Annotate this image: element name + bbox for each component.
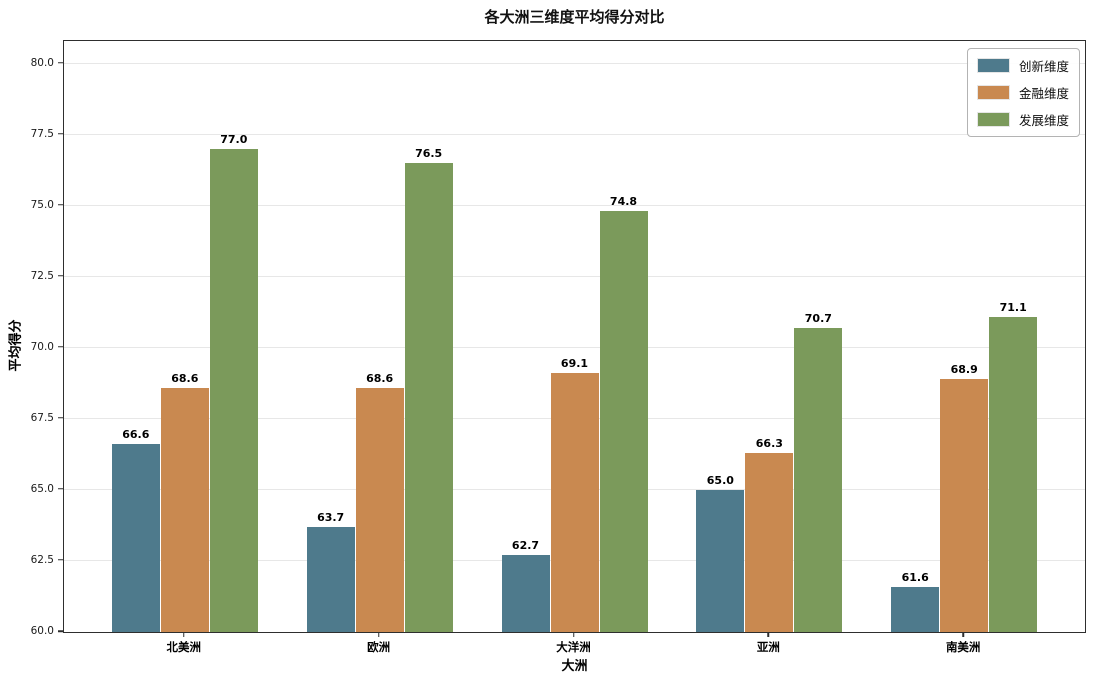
legend-swatch-icon [976,112,1010,127]
y-tick-mark [58,630,63,632]
x-tick-label-大洋洲: 大洋洲 [556,640,591,654]
legend-label: 创新维度 [1018,59,1069,74]
bar-创新维度-亚洲 [696,489,745,632]
x-tick-label-南美洲: 南美洲 [945,640,981,654]
bar-创新维度-北美洲 [111,444,160,632]
plot-area: 66.6 68.6 77.0 63.7 68.6 76.5 62.7 69.1 74.8 65.0… [63,40,1086,633]
bar-value-label: 66.6 [122,428,150,442]
x-tick-mark [767,633,770,637]
y-tick-label: 80.0 [30,56,54,69]
y-tick-label: 75.0 [30,198,54,211]
x-tick-label-北美洲: 北美洲 [166,640,202,654]
bar-金融维度-大洋洲 [550,373,599,632]
bar-value-label: 77.0 [220,132,248,146]
bar-value-label: 62.7 [511,539,540,553]
bar-value-label: 66.3 [755,437,783,450]
bar-value-label: 68.6 [171,371,199,385]
bar-value-label: 71.1 [999,300,1027,314]
bar-发展维度-北美洲 [209,148,258,632]
x-tick-mark [183,633,185,637]
y-tick-mark [58,559,63,561]
bar-金融维度-亚洲 [745,453,794,632]
bar-value-label: 63.7 [317,510,345,524]
y-tick-label: 70.0 [30,340,54,353]
bar-发展维度-亚洲 [794,327,843,632]
y-tick-label: 65.0 [30,482,54,495]
bar-创新维度-南美洲 [891,586,940,632]
y-tick-label: 62.5 [30,553,54,566]
y-tick-mark [58,133,63,135]
bar-value-label: 76.5 [415,147,443,161]
bar-value-label: 69.1 [560,357,589,371]
x-tick-label-亚洲: 亚洲 [756,640,780,654]
y-tick-label: 77.5 [30,127,54,140]
bar-value-label: 68.6 [366,371,394,385]
gridline [64,205,1085,207]
gridline [64,134,1085,136]
bar-创新维度-欧洲 [306,526,355,632]
bar-金融维度-欧洲 [355,387,404,632]
bar-发展维度-南美洲 [989,316,1038,632]
bar-value-label: 70.7 [804,311,832,325]
y-tick-mark [58,417,63,419]
bar-金融维度-北美洲 [160,387,209,632]
x-tick-mark [572,633,575,637]
y-tick-mark [58,488,63,490]
legend-item-金融维度: 金融维度 [976,83,1069,102]
bar-value-label: 61.6 [901,570,929,584]
legend: 创新维度金融维度发展维度 [966,48,1080,137]
bar-value-label: 65.0 [706,473,734,487]
legend-swatch-icon [976,85,1010,100]
bar-发展维度-欧洲 [404,163,453,632]
y-tick-mark [58,204,63,206]
x-tick-label-欧洲: 欧洲 [367,640,391,654]
legend-item-发展维度: 发展维度 [976,110,1069,129]
x-tick-mark [377,633,380,637]
x-axis-label: 大洲 [561,659,588,674]
gridline [64,63,1085,65]
bar-金融维度-南美洲 [940,379,989,632]
gridline [64,347,1085,349]
bar-创新维度-大洋洲 [501,555,550,632]
x-tick-mark [962,633,964,637]
gridline [64,276,1085,278]
legend-item-创新维度: 创新维度 [976,56,1069,75]
legend-label: 金融维度 [1018,86,1069,101]
y-tick-label: 72.5 [30,269,54,282]
chart-title: 各大洲三维度平均得分对比 [484,8,665,26]
legend-swatch-icon [976,58,1010,73]
bar-发展维度-大洋洲 [599,211,648,632]
y-tick-mark [58,275,63,277]
y-tick-label: 67.5 [30,411,54,424]
bar-value-label: 68.9 [950,363,978,377]
bar-value-label: 74.8 [609,195,638,209]
legend-label: 发展维度 [1018,113,1069,128]
y-tick-mark [58,61,63,64]
y-tick-mark [58,346,63,348]
y-tick-label: 60.0 [30,625,54,637]
